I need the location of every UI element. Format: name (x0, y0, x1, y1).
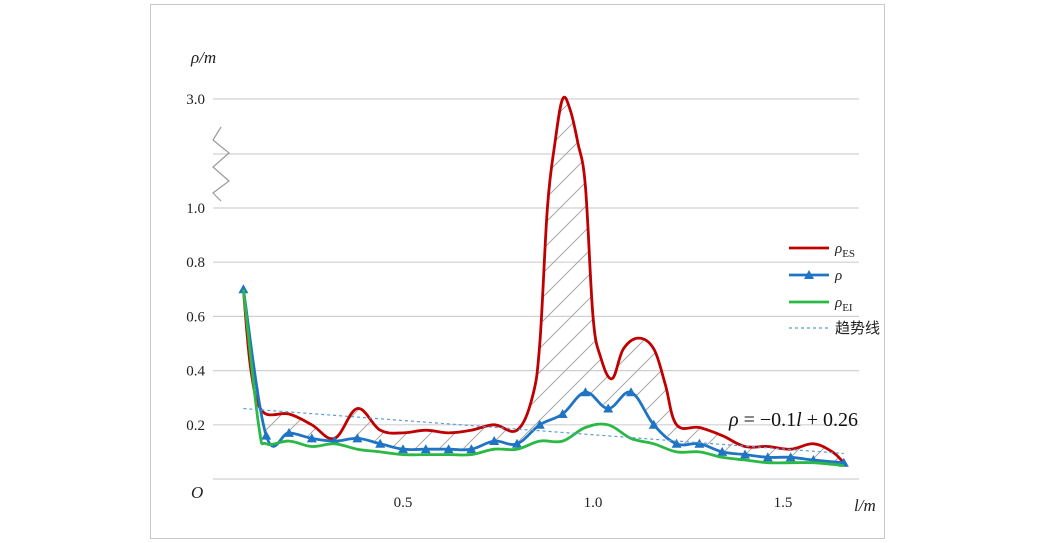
series-group (238, 95, 849, 467)
x-tick-label: 1.5 (774, 495, 793, 511)
legend-label: 趋势线 (835, 320, 880, 337)
y-tick-label: 0.6 (186, 309, 205, 325)
line-chart: 0.2 0.4 0.6 0.8 1.0 3.0 0.5 1.0 1.5 ρ/m l/m O ρ… (186, 48, 880, 515)
equation-l: l (796, 409, 802, 431)
y-tick-label: 0.2 (186, 418, 205, 434)
y-tick-labels: 0.2 0.4 0.6 0.8 1.0 3.0 (186, 92, 205, 434)
data-point (261, 430, 272, 440)
data-point (284, 427, 294, 437)
chart-frame: 0.2 0.4 0.6 0.8 1.0 3.0 0.5 1.0 1.5 ρ/m l/m O ρ… (150, 4, 885, 539)
data-point (489, 436, 500, 446)
data-point (717, 446, 728, 456)
data-point (648, 419, 659, 429)
trendline-equation: ρ = −0.1l + 0.26 (728, 409, 858, 431)
data-point (352, 433, 363, 443)
legend-item: ρ (789, 268, 842, 284)
data-point (398, 444, 408, 454)
data-point (238, 284, 249, 294)
series-1 (242, 95, 845, 464)
data-point (740, 449, 750, 459)
data-point (420, 444, 431, 454)
equation-tail: + 0.26 (802, 409, 858, 431)
legend-marker (804, 270, 814, 279)
series-line (242, 95, 845, 464)
data-point (785, 452, 796, 462)
series-4 (243, 407, 844, 455)
data-point (557, 408, 568, 418)
legend-item: 趋势线 (789, 320, 880, 337)
y-tick-label: 0.8 (186, 255, 205, 271)
data-point (443, 444, 454, 454)
x-tick-label: 1.0 (584, 495, 603, 511)
legend-label: ρES (834, 241, 855, 260)
y-axis-break-icon (212, 126, 230, 202)
data-point (671, 438, 682, 448)
y-tick-label: 1.0 (186, 201, 205, 217)
legend-label: ρEI (834, 295, 853, 314)
data-point (580, 387, 591, 397)
series-line (242, 289, 844, 467)
data-point (762, 452, 773, 462)
x-tick-labels: 0.5 1.0 1.5 (394, 495, 793, 511)
x-tick-label: 0.5 (394, 495, 413, 511)
gridlines (213, 98, 859, 426)
y-axis-label: ρ/m (190, 48, 216, 67)
legend: ρES ρ ρEI 趋势线 (789, 241, 880, 337)
data-point (306, 433, 317, 443)
trendline (243, 407, 844, 455)
series-line (242, 289, 844, 465)
legend-label: ρ (834, 268, 842, 284)
data-point (375, 438, 386, 448)
data-point (626, 387, 636, 397)
equation-mid: = −0.1 (739, 409, 797, 431)
equation-rho: ρ (728, 409, 739, 431)
series-3 (242, 289, 844, 467)
origin-label: O (191, 483, 203, 502)
data-point (603, 403, 614, 413)
y-tick-label: 3.0 (186, 92, 205, 108)
data-point (534, 419, 545, 429)
legend-item: ρES (789, 241, 855, 260)
y-tick-label: 0.4 (186, 364, 205, 380)
data-point (512, 438, 522, 448)
data-point (466, 444, 477, 454)
legend-item: ρEI (789, 295, 853, 314)
x-axis-label: l/m (854, 496, 876, 515)
